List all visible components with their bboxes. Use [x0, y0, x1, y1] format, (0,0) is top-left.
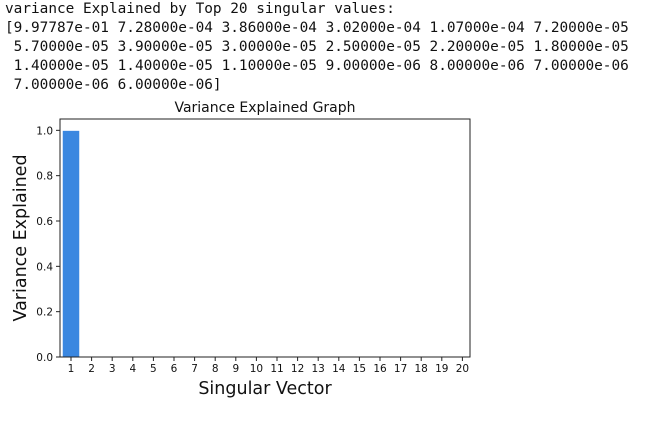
chart-title: Variance Explained Graph: [174, 100, 355, 116]
x-tick-label: 19: [435, 363, 448, 375]
plot-frame: [59, 118, 471, 358]
output-text: variance Explained by Top 20 singular va…: [5, 0, 629, 95]
y-tick-group: 0.0 0.2 0.4 0.6 0.8 1.0: [36, 125, 60, 364]
y-tick-label: 0.4: [36, 261, 53, 273]
variance-bar-chart: Variance Explained Graph 1 2 3 4 5 6 7 8 9 10 11 12…: [11, 100, 471, 399]
y-axis-label: Variance Explained: [11, 154, 31, 321]
x-tick-label: 20: [456, 363, 469, 375]
x-tick-label: 12: [291, 363, 304, 375]
output-line: 7.00000e-06 6.00000e-06]: [5, 77, 222, 93]
x-tick-label: 10: [250, 363, 263, 375]
x-tick-label: 9: [232, 363, 239, 375]
x-axis-label: Singular Vector: [198, 379, 332, 399]
y-tick-label: 1.0: [36, 125, 53, 137]
x-tick-label: 16: [373, 363, 387, 375]
x-tick-label: 7: [191, 363, 198, 375]
output-line: 1.40000e-05 1.40000e-05 1.10000e-05 9.00…: [5, 58, 629, 74]
y-tick-label: 0.8: [36, 171, 53, 183]
x-tick-label: 8: [212, 363, 219, 375]
output-header: variance Explained by Top 20 singular va…: [5, 1, 395, 17]
x-tick-label: 11: [270, 363, 283, 375]
x-tick-label: 6: [171, 363, 178, 375]
x-tick-label: 18: [415, 363, 428, 375]
x-tick-label: 4: [129, 363, 136, 375]
y-tick-label: 0.6: [36, 216, 53, 228]
x-tick-label: 14: [332, 363, 346, 375]
x-tick-label: 2: [88, 363, 95, 375]
bar-group: [62, 130, 265, 357]
x-tick-group: 1 2 3 4 5 6 7 8 9 10 11 12 13 14 15 16 17 18 19 20: [68, 357, 469, 375]
output-line: [9.97787e-01 7.28000e-04 3.86000e-04 3.0…: [5, 20, 629, 36]
x-tick-label: 17: [394, 363, 407, 375]
x-tick-label: 1: [68, 363, 75, 375]
x-tick-label: 5: [150, 363, 157, 375]
x-tick-label: 15: [353, 363, 366, 375]
bar-1: [62, 130, 80, 357]
y-tick-label: 0.0: [36, 352, 53, 364]
y-tick-label: 0.2: [36, 307, 53, 319]
x-tick-label: 3: [109, 363, 116, 375]
output-line: 5.70000e-05 3.90000e-05 3.00000e-05 2.50…: [5, 39, 629, 55]
x-tick-label: 13: [312, 363, 325, 375]
